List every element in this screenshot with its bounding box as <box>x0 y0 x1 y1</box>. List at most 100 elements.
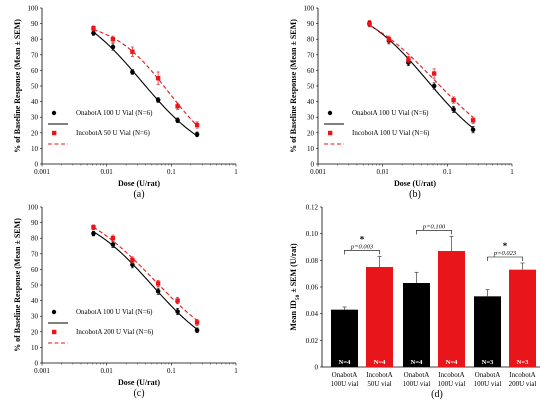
x-tick-label: 1 <box>234 168 238 176</box>
y-axis-title: % of Baseline Response (Mean ± SEM) <box>289 19 298 153</box>
data-point-incobota <box>91 26 96 31</box>
y-tick-label: 90 <box>31 20 39 28</box>
data-point-onabota <box>175 309 180 314</box>
data-point-onabota <box>431 83 437 89</box>
panel-label: (b) <box>409 189 421 200</box>
y-tick-label: 30 <box>31 114 39 122</box>
bar-category-label: 200U vial <box>509 380 537 388</box>
x-axis-title: Dose (U/rat) <box>118 378 160 387</box>
y-tick-label: 10 <box>307 145 315 153</box>
dose-response-panel-2: 0 10 20 30 40 50 60 70 80 90 100 0.001 0.01 0.1 1 Dose … <box>289 5 514 201</box>
data-point-incobota <box>130 49 135 54</box>
bar-category-label: IncobotA <box>509 371 535 379</box>
legend-marker-incobota <box>52 130 57 136</box>
data-point-incobota <box>470 118 476 123</box>
y-tick-label: 0.02 <box>306 337 319 345</box>
data-point-onabota <box>130 262 135 268</box>
y-tick-label: 0 <box>311 161 315 169</box>
fit-curve-incobota <box>369 24 474 118</box>
bar-onabota <box>474 296 501 367</box>
y-tick-label: 90 <box>307 20 315 28</box>
y-tick-label: 40 <box>31 297 39 305</box>
data-point-onabota <box>155 288 161 294</box>
data-point-incobota <box>194 320 200 325</box>
panel-label: (d) <box>431 389 443 400</box>
significance-bracket <box>487 256 523 261</box>
y-tick-label: 10 <box>31 344 39 352</box>
data-point-incobota <box>431 71 437 76</box>
bar-n-label: N=3 <box>482 359 494 366</box>
y-tick-label: 40 <box>31 98 39 106</box>
data-point-onabota <box>110 242 116 247</box>
legend-marker-incobota <box>328 130 333 136</box>
bar-category-label: OnabotA <box>404 371 430 379</box>
y-tick-label: 100 <box>28 204 39 212</box>
bar-category-label: OnabotA <box>475 371 501 379</box>
bar-incobota <box>509 269 536 367</box>
fit-curve-incobota <box>93 226 198 321</box>
y-tick-label: 60 <box>31 67 39 75</box>
bar-incobota <box>366 267 393 367</box>
legend-marker-onabota <box>51 309 57 315</box>
y-axis-title-main: Mean ID <box>289 300 298 331</box>
data-point-incobota <box>451 97 456 103</box>
y-tick-label: 0.10 <box>306 230 319 238</box>
data-point-onabota <box>175 118 180 123</box>
data-point-onabota <box>130 69 135 75</box>
y-axis-title: % of Baseline Response (Mean ± SEM) <box>13 19 22 153</box>
data-point-onabota <box>470 127 476 132</box>
significance-bracket <box>344 250 380 255</box>
x-tick-label: 0.1 <box>167 367 176 375</box>
data-point-onabota <box>155 97 161 103</box>
x-tick-label: 0.1 <box>167 168 176 176</box>
y-tick-label: 30 <box>31 313 39 321</box>
fit-curve-onabota <box>93 31 198 137</box>
legend-label: OnabotA 100 U Vial (N=6) <box>76 109 153 117</box>
y-tick-label: 0.06 <box>306 284 319 292</box>
legend-label: OnabotA 100 U Vial (N=6) <box>352 109 429 117</box>
bar-category-label: 50U vial <box>367 380 391 388</box>
p-value-label: p=0.100 <box>422 223 446 230</box>
y-tick-label: 50 <box>31 282 39 290</box>
dose-response-panel-3: 0 10 20 30 40 50 60 70 80 90 100 0.001 0.01 0.1 1 Dose … <box>13 204 238 400</box>
data-point-onabota <box>91 231 96 236</box>
legend-marker-onabota <box>51 110 57 116</box>
id50-bar-panel: 0 0.02 0.04 0.06 0.08 0.10 0.12 Mean ID50 ± SEM… <box>289 204 540 400</box>
x-tick-label: 0.01 <box>101 367 114 375</box>
p-value-label: p=0.003 <box>350 243 374 250</box>
y-tick-label: 60 <box>307 67 315 75</box>
y-tick-label: 80 <box>31 36 39 44</box>
y-axis-title-subscript: 50 <box>295 294 301 300</box>
bar-n-label: N=3 <box>517 359 529 366</box>
x-axis-title: Dose (U/rat) <box>118 179 160 188</box>
bar-onabota <box>403 283 430 367</box>
y-tick-label: 20 <box>31 129 39 137</box>
legend-marker-onabota <box>327 110 333 116</box>
y-tick-label: 70 <box>31 51 39 59</box>
fit-curve-onabota <box>369 24 474 129</box>
bar-category-label: 100U vial <box>438 380 466 388</box>
y-tick-label: 70 <box>31 250 39 258</box>
data-point-onabota <box>194 327 200 333</box>
legend-marker-incobota <box>52 329 57 335</box>
bar-category-label: 100U vial <box>474 380 502 388</box>
x-tick-label: 0.1 <box>443 168 452 176</box>
data-point-incobota <box>130 257 135 263</box>
legend-label: IncobotA 200 U Vial (N=6) <box>76 328 154 336</box>
x-tick-label: 0.001 <box>34 367 50 375</box>
y-tick-label: 60 <box>31 266 39 274</box>
y-tick-label: 50 <box>307 83 315 91</box>
data-point-onabota <box>91 30 96 36</box>
y-tick-label: 90 <box>31 219 39 227</box>
panel-label: (c) <box>133 388 144 399</box>
panel-label: (a) <box>133 189 144 200</box>
legend-label: IncobotA 50 U Vial (N=6) <box>76 129 150 137</box>
data-point-incobota <box>367 21 372 26</box>
bar-category-label: 100U vial <box>403 380 431 388</box>
data-point-incobota <box>175 104 180 109</box>
data-point-incobota <box>155 281 161 286</box>
data-point-incobota <box>175 298 180 303</box>
data-point-incobota <box>406 57 411 62</box>
y-tick-label: 70 <box>307 51 315 59</box>
